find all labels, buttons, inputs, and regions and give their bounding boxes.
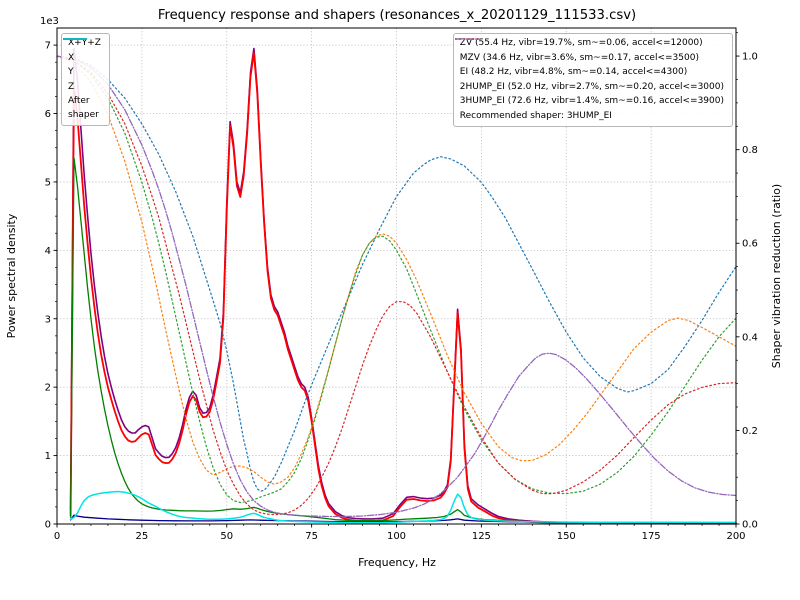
legend-note: Recommended shaper: 3HUMP_EI xyxy=(460,110,724,124)
y-right-tick-label: 0.2 xyxy=(742,426,758,437)
y-left-tick-label: 1 xyxy=(45,451,51,462)
series-after-shaper xyxy=(69,490,737,524)
series-y xyxy=(69,157,737,525)
legend-item-label: 3HUMP_EI (72.6 Hz, vibr=1.4%, sm~=0.16, … xyxy=(459,96,724,106)
y-left-tick-label: 4 xyxy=(45,246,51,257)
y-left-tick-label: 0 xyxy=(45,520,51,531)
axis-offset-text: 1e3 xyxy=(40,16,59,27)
y-axis-label-right: Shaper vibration reduction (ratio) xyxy=(770,184,783,368)
legend-item: 2HUMP_EI (52.0 Hz, vibr=2.7%, sm~=0.20, … xyxy=(454,38,724,95)
y-left-tick-label: 7 xyxy=(45,41,51,52)
legend-item-label: X+Y+Z xyxy=(68,38,101,48)
y-right-tick-label: 0.6 xyxy=(742,239,758,250)
legend-item: Y xyxy=(63,38,101,80)
series-zv xyxy=(56,55,737,492)
y-left-tick-label: 6 xyxy=(45,109,51,120)
legend-item: 3HUMP_EI (72.6 Hz, vibr=1.4%, sm~=0.16, … xyxy=(454,38,724,109)
legend-item-label: MZV (34.6 Hz, vibr=3.6%, sm~=0.17, accel… xyxy=(459,52,699,63)
legend-psd: X+Y+Z X Y Z After shaper xyxy=(61,33,110,126)
legend-item-label: Z xyxy=(68,81,75,92)
y-left-tick-label: 3 xyxy=(45,314,51,325)
series-2hump-ei xyxy=(56,55,737,516)
legend-item: After shaper xyxy=(63,38,101,122)
legend-item-label: 2HUMP_EI (52.0 Hz, vibr=2.7%, sm~=0.20, … xyxy=(459,81,724,92)
x-tick-label: 75 xyxy=(305,531,318,542)
y-right-tick-label: 0.4 xyxy=(742,332,758,343)
x-tick-label: 175 xyxy=(642,531,661,542)
x-tick-label: 200 xyxy=(726,531,745,542)
legend-item-label: ZV (55.4 Hz, vibr=19.7%, sm~=0.06, accel… xyxy=(459,38,703,48)
legend-item: ZV (55.4 Hz, vibr=19.7%, sm~=0.06, accel… xyxy=(454,37,724,51)
chart-title: Frequency response and shapers (resonanc… xyxy=(158,8,636,23)
legend-shapers: ZV (55.4 Hz, vibr=19.7%, sm~=0.06, accel… xyxy=(452,33,733,127)
legend-item: EI (48.2 Hz, vibr=4.8%, sm~=0.14, accel<… xyxy=(454,38,724,80)
x-tick-label: 25 xyxy=(136,531,149,542)
x-tick-label: 150 xyxy=(557,531,576,542)
legend-note-label: Recommended shaper: 3HUMP_EI xyxy=(459,110,612,121)
series-ei xyxy=(56,55,737,504)
y-right-tick-label: 0.8 xyxy=(742,145,758,156)
legend-item: X xyxy=(63,38,101,66)
x-tick-label: 50 xyxy=(220,531,233,542)
legend-line-swatch xyxy=(63,38,87,40)
y-right-tick-label: 0.0 xyxy=(742,520,758,531)
y-left-tick-label: 2 xyxy=(45,383,51,394)
x-tick-label: 125 xyxy=(472,531,491,542)
legend-item-label: Y xyxy=(68,67,74,77)
legend-item-label: X xyxy=(68,52,75,63)
legend-line-swatch xyxy=(454,34,480,44)
legend-item: MZV (34.6 Hz, vibr=3.6%, sm~=0.17, accel… xyxy=(454,38,724,66)
y-axis-label-left: Power spectral density xyxy=(5,213,18,338)
legend-item: Z xyxy=(63,38,101,95)
series-3hump-ei xyxy=(56,55,737,518)
x-tick-label: 0 xyxy=(54,531,60,542)
y-left-tick-label: 5 xyxy=(45,177,51,188)
legend-line-swatch xyxy=(454,38,479,40)
x-axis-label: Frequency, Hz xyxy=(358,556,436,569)
legend-item-label: EI (48.2 Hz, vibr=4.8%, sm~=0.14, accel<… xyxy=(459,67,688,77)
series-mzv xyxy=(56,55,737,485)
legend-item-label: After shaper xyxy=(68,96,99,120)
x-tick-label: 100 xyxy=(387,531,406,542)
y-right-tick-label: 1.0 xyxy=(742,52,758,63)
